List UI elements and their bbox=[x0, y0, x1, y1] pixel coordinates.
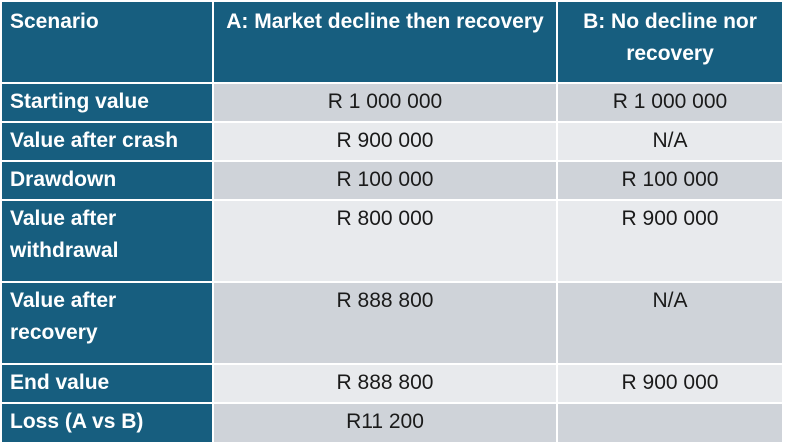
header-scenario: Scenario bbox=[2, 2, 214, 84]
cell-scenario-b: N/A bbox=[558, 283, 782, 365]
row-label: Drawdown bbox=[2, 162, 214, 201]
cell-scenario-a: R11 200 bbox=[214, 404, 558, 444]
table-row: Value after crash R 900 000 N/A bbox=[2, 123, 782, 162]
table-header-row: Scenario A: Market decline then recovery… bbox=[2, 2, 782, 84]
cell-scenario-b: R 1 000 000 bbox=[558, 84, 782, 123]
cell-scenario-a: R 900 000 bbox=[214, 123, 558, 162]
cell-scenario-a: R 800 000 bbox=[214, 201, 558, 283]
cell-scenario-a: R 888 800 bbox=[214, 365, 558, 404]
row-label: Value after withdrawal bbox=[2, 201, 214, 283]
table-row: End value R 888 800 R 900 000 bbox=[2, 365, 782, 404]
header-scenario-b: B: No decline nor recovery bbox=[558, 2, 782, 84]
table-row: Loss (A vs B) R11 200 bbox=[2, 404, 782, 444]
table-row: Drawdown R 100 000 R 100 000 bbox=[2, 162, 782, 201]
cell-scenario-b: N/A bbox=[558, 123, 782, 162]
table-row: Value after recovery R 888 800 N/A bbox=[2, 283, 782, 365]
row-label: Starting value bbox=[2, 84, 214, 123]
cell-scenario-a: R 100 000 bbox=[214, 162, 558, 201]
row-label: Value after crash bbox=[2, 123, 214, 162]
cell-scenario-b bbox=[558, 404, 782, 444]
cell-scenario-a: R 888 800 bbox=[214, 283, 558, 365]
row-label: Value after recovery bbox=[2, 283, 214, 365]
cell-scenario-a: R 1 000 000 bbox=[214, 84, 558, 123]
header-scenario-a: A: Market decline then recovery bbox=[214, 2, 558, 84]
cell-scenario-b: R 100 000 bbox=[558, 162, 782, 201]
table-row: Starting value R 1 000 000 R 1 000 000 bbox=[2, 84, 782, 123]
cell-scenario-b: R 900 000 bbox=[558, 201, 782, 283]
row-label: End value bbox=[2, 365, 214, 404]
table-row: Value after withdrawal R 800 000 R 900 0… bbox=[2, 201, 782, 283]
row-label: Loss (A vs B) bbox=[2, 404, 214, 444]
cell-scenario-b: R 900 000 bbox=[558, 365, 782, 404]
